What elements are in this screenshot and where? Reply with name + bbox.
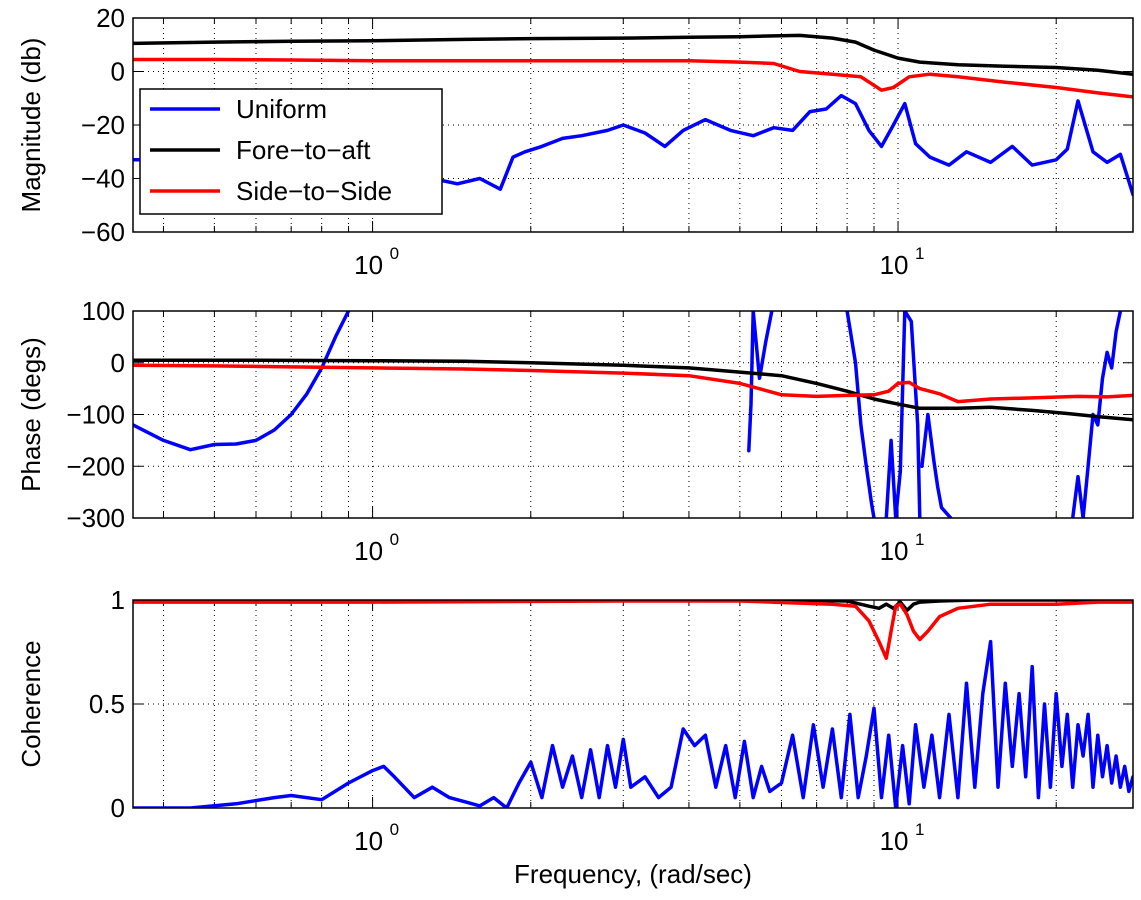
x-tick-exponent: 1 [915, 244, 924, 263]
y-tick-label: 100 [82, 296, 125, 326]
panel-coherence: 1 0.5 0 10 0 10 1 Coherence Frequency, (rad/sec) [16, 585, 1134, 889]
x-tick-exponent: 0 [390, 530, 399, 549]
series-line-1 [133, 33, 1133, 76]
panel-magnitude: 20 0 −20 −40 −60 10 0 10 1 Magnitude (db) Uniform F… [16, 3, 1134, 280]
axes-frame [132, 17, 1134, 233]
y-tick-label: 0 [111, 793, 125, 823]
y-tick-label: −40 [81, 164, 125, 194]
x-tick-exponent: 0 [390, 820, 399, 839]
series-line-0 [133, 639, 1133, 808]
series-line-0 [133, 311, 351, 452]
y-tick-label: −300 [66, 503, 125, 533]
series-line-2 [133, 600, 1133, 660]
legend-entry: Side−to−Side [236, 176, 392, 206]
x-tick-label: 10 [880, 250, 909, 280]
y-axis-label: Coherence [16, 640, 46, 767]
y-tick-label: 0 [111, 57, 125, 87]
y-tick-label: 20 [96, 3, 125, 33]
axes-frame [132, 310, 1134, 519]
x-tick-label: 10 [880, 536, 909, 566]
series-line-0 [920, 412, 953, 518]
y-axis-label: Magnitude (db) [16, 38, 46, 213]
y-tick-label: 0.5 [89, 689, 125, 719]
series-line-0 [747, 311, 774, 453]
series-lines [133, 311, 1133, 518]
series-line-0 [845, 311, 876, 518]
series-line-2 [133, 363, 1133, 404]
x-axis-label: Frequency, (rad/sec) [514, 859, 752, 889]
legend-entry: Fore−to−aft [236, 135, 371, 165]
x-tick-exponent: 0 [390, 244, 399, 263]
x-tick-exponent: 1 [915, 530, 924, 549]
x-tick-label: 10 [354, 250, 383, 280]
series-line-1 [133, 358, 1133, 422]
legend-entry: Uniform [236, 94, 327, 124]
x-tick-exponent: 1 [915, 820, 924, 839]
y-tick-label: −100 [66, 400, 125, 430]
axes-frame [132, 599, 1134, 809]
y-tick-label: −200 [66, 451, 125, 481]
series-line-0 [1070, 311, 1123, 518]
y-tick-label: 0 [111, 348, 125, 378]
series-line-2 [133, 57, 1133, 99]
legend: Uniform Fore−to−aft Side−to−Side [139, 88, 443, 215]
x-tick-label: 10 [880, 826, 909, 856]
y-tick-label: 1 [111, 585, 125, 615]
y-tick-label: −20 [81, 110, 125, 140]
x-tick-label: 10 [354, 536, 383, 566]
y-tick-label: −60 [81, 217, 125, 247]
x-tick-label: 10 [354, 826, 383, 856]
y-axis-label: Phase (degs) [16, 337, 46, 492]
